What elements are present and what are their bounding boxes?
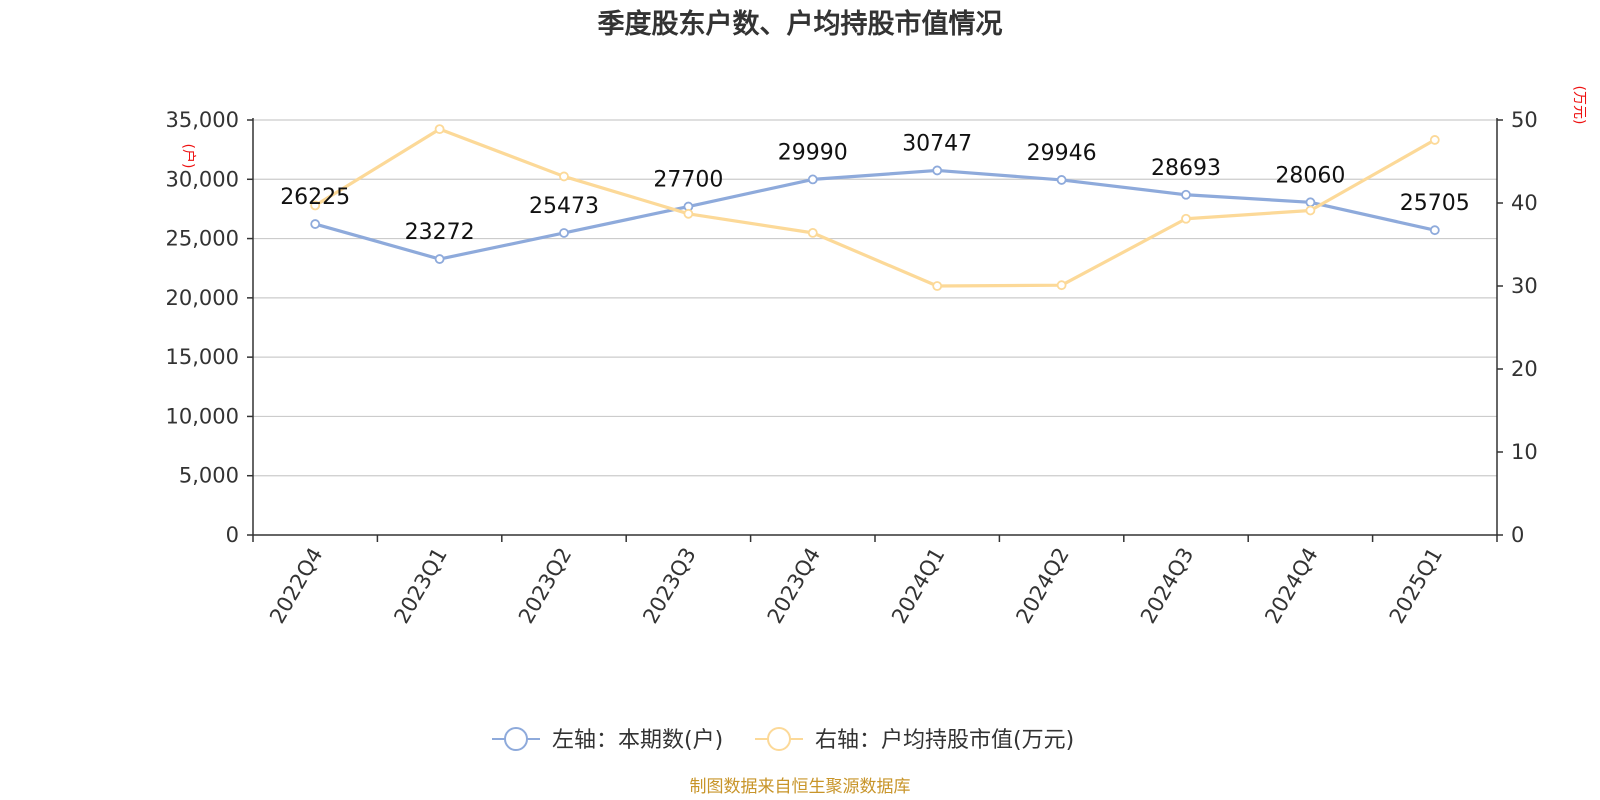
data-point xyxy=(1181,213,1191,224)
x-tick-label: 2024Q1 xyxy=(887,544,949,628)
left-axis-unit: (户) xyxy=(180,144,197,169)
x-tick-label: 2023Q4 xyxy=(763,544,825,628)
data-label: 23272 xyxy=(405,220,475,245)
series-line xyxy=(314,127,1436,288)
data-label: 26225 xyxy=(280,185,350,210)
right-tick-label: 10 xyxy=(1511,440,1538,464)
x-tick-label: 2022Q4 xyxy=(265,544,327,628)
x-tick-label: 2025Q1 xyxy=(1385,544,1447,628)
x-tick-label: 2024Q4 xyxy=(1260,544,1322,628)
left-tick-label: 30,000 xyxy=(166,167,239,191)
data-label: 30747 xyxy=(902,131,972,156)
right-tick-label: 0 xyxy=(1511,523,1524,547)
right-tick-label: 40 xyxy=(1511,191,1538,215)
data-point xyxy=(559,228,569,238)
left-tick-label: 0 xyxy=(226,523,239,547)
data-point xyxy=(1305,205,1316,216)
legend-swatch-marker xyxy=(767,727,791,751)
data-point xyxy=(807,174,818,185)
data-point xyxy=(932,165,943,176)
data-point xyxy=(310,219,321,229)
left-tick-label: 35,000 xyxy=(166,108,239,132)
data-label: 25473 xyxy=(529,194,599,219)
series-shareholders xyxy=(310,165,1440,264)
x-tick-label: 2024Q3 xyxy=(1136,544,1198,628)
legend-swatch-marker xyxy=(504,727,528,751)
legend-label: 左轴：本期数(户) xyxy=(552,728,723,753)
series-line xyxy=(314,168,1436,261)
data-label: 27700 xyxy=(653,168,723,193)
grid-lines xyxy=(253,119,1497,477)
x-tick-label: 2023Q3 xyxy=(638,544,700,628)
data-point xyxy=(683,208,694,219)
data-labels: 26225 23272 25473 27700 29990 30747 29946 28693… xyxy=(280,131,1470,245)
legend-label: 右轴：户均持股市值(万元) xyxy=(815,728,1074,753)
left-tick-label: 15,000 xyxy=(166,345,239,369)
data-label: 29990 xyxy=(778,140,848,165)
data-point xyxy=(1305,197,1316,208)
data-label: 28693 xyxy=(1151,156,1221,181)
x-tick-label: 2023Q1 xyxy=(389,544,451,628)
data-label: 28060 xyxy=(1275,163,1345,188)
left-tick-label: 25,000 xyxy=(166,227,239,251)
left-tick-label: 10,000 xyxy=(166,404,239,428)
data-point xyxy=(807,227,818,238)
right-tick-label: 20 xyxy=(1511,357,1538,381)
data-point xyxy=(1429,135,1440,145)
legend: 左轴：本期数(户) 右轴：户均持股市值(万元) xyxy=(492,727,1074,753)
data-label: 25705 xyxy=(1400,191,1470,216)
data-point xyxy=(559,171,569,182)
data-point xyxy=(1056,280,1067,291)
data-point xyxy=(932,281,943,291)
series-avg-holding-value xyxy=(310,124,1440,291)
right-tick-label: 30 xyxy=(1511,274,1538,298)
data-point xyxy=(1181,189,1191,200)
x-tick-label: 2024Q2 xyxy=(1011,544,1073,628)
data-label: 29946 xyxy=(1027,141,1097,166)
x-tick-label: 2023Q2 xyxy=(514,544,576,628)
right-tick-label: 50 xyxy=(1511,108,1538,132)
data-point xyxy=(434,254,445,264)
data-point xyxy=(1429,225,1440,236)
data-point xyxy=(310,200,321,211)
data-point xyxy=(1056,175,1067,185)
data-point xyxy=(434,124,445,135)
left-tick-label: 20,000 xyxy=(166,286,239,310)
left-tick-label: 5,000 xyxy=(179,464,239,488)
source-note: 制图数据来自恒生聚源数据库 xyxy=(690,777,911,797)
chart-title: 季度股东户数、户均持股市值情况 xyxy=(598,8,1003,40)
right-axis-unit: (万元) xyxy=(1571,86,1587,125)
